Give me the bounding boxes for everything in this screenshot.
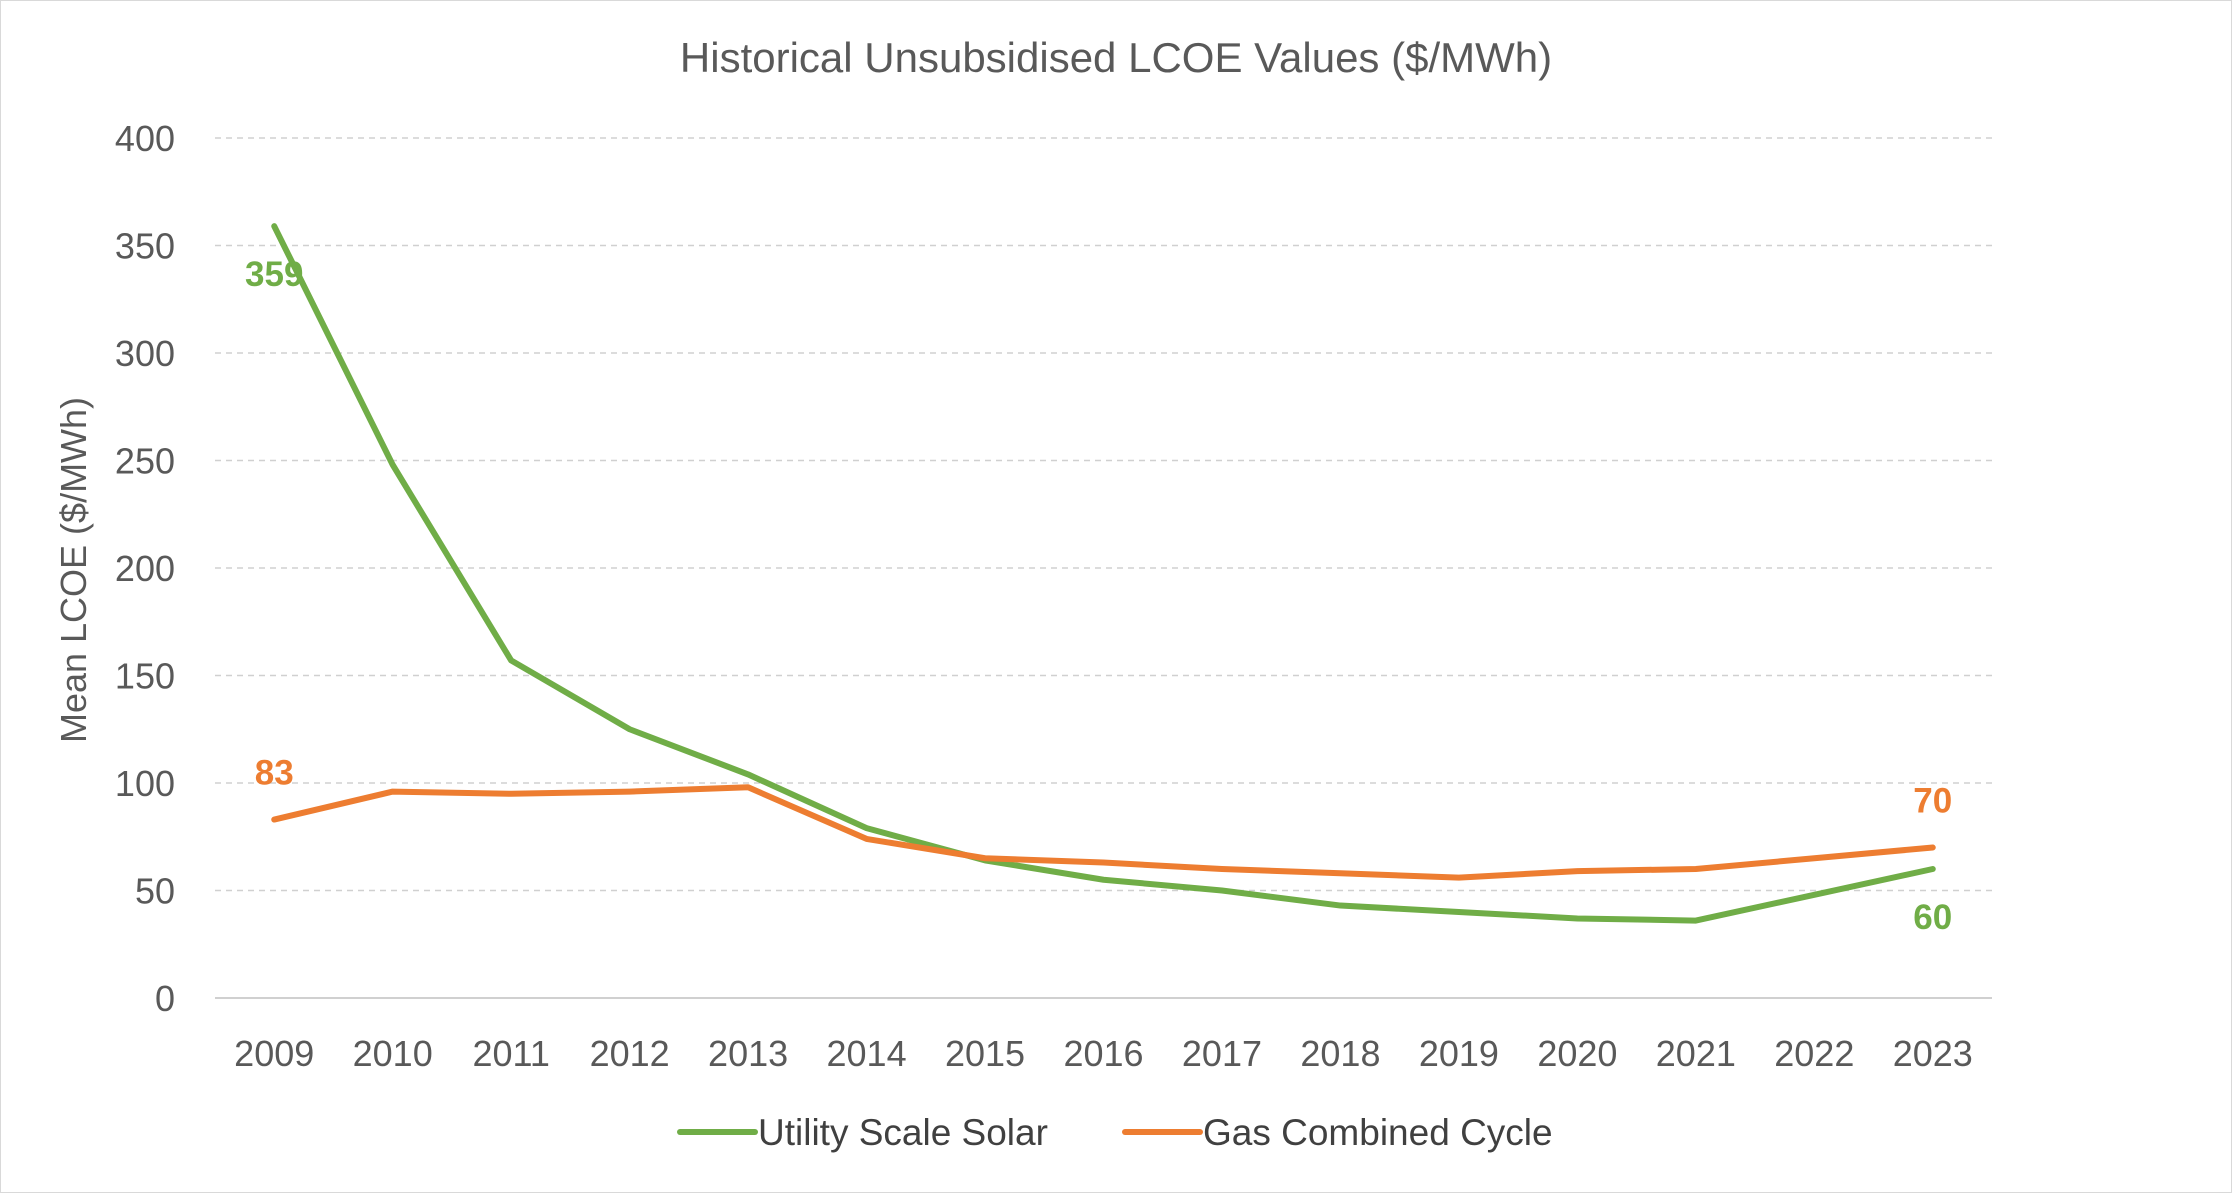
x-tick-label: 2019 xyxy=(1419,1033,1499,1074)
x-tick-label: 2009 xyxy=(234,1033,314,1074)
series-line-utility-scale-solar xyxy=(271,223,1936,924)
y-axis-ticks: 0 50 100 150 200 250 300 350 400 xyxy=(115,118,175,1019)
x-tick-label: 2016 xyxy=(1063,1033,1143,1074)
gridlines xyxy=(215,137,1992,999)
x-tick-label: 2013 xyxy=(708,1033,788,1074)
legend-label: Gas Combined Cycle xyxy=(1203,1112,1553,1153)
legend: Utility Scale Solar Gas Combined Cycle xyxy=(677,1112,1553,1153)
x-tick-label: 2022 xyxy=(1774,1033,1854,1074)
y-axis-label: Mean LCOE ($/MWh) xyxy=(53,397,94,743)
data-label: 83 xyxy=(255,754,294,793)
x-tick-label: 2015 xyxy=(945,1033,1025,1074)
x-tick-label: 2014 xyxy=(827,1033,907,1074)
data-label: 359 xyxy=(245,255,303,294)
x-tick-label: 2012 xyxy=(590,1033,670,1074)
data-label: 60 xyxy=(1913,898,1952,937)
y-tick-label: 300 xyxy=(115,333,175,374)
x-tick-label: 2017 xyxy=(1182,1033,1262,1074)
x-tick-label: 2020 xyxy=(1537,1033,1617,1074)
data-labels: 359 60 83 70 xyxy=(245,255,1952,937)
series-line-gas-combined-cycle xyxy=(271,784,1936,881)
series-lines xyxy=(271,223,1936,924)
y-tick-label: 200 xyxy=(115,548,175,589)
x-tick-label: 2021 xyxy=(1656,1033,1736,1074)
x-axis-ticks: 2009 2010 2011 2012 2013 2014 2015 2016 2017 2018… xyxy=(234,1033,1973,1074)
legend-label: Utility Scale Solar xyxy=(758,1112,1048,1153)
y-tick-label: 0 xyxy=(155,978,175,1019)
x-tick-label: 2023 xyxy=(1893,1033,1973,1074)
chart-title: Historical Unsubsidised LCOE Values ($/M… xyxy=(680,34,1552,81)
y-tick-label: 50 xyxy=(135,871,175,912)
x-tick-label: 2010 xyxy=(353,1033,433,1074)
x-tick-label: 2018 xyxy=(1300,1033,1380,1074)
data-label: 70 xyxy=(1913,782,1952,821)
y-tick-label: 350 xyxy=(115,226,175,267)
y-tick-label: 400 xyxy=(115,118,175,159)
y-tick-label: 250 xyxy=(115,441,175,482)
y-tick-label: 100 xyxy=(115,763,175,804)
y-tick-label: 150 xyxy=(115,656,175,697)
x-tick-label: 2011 xyxy=(472,1033,549,1074)
